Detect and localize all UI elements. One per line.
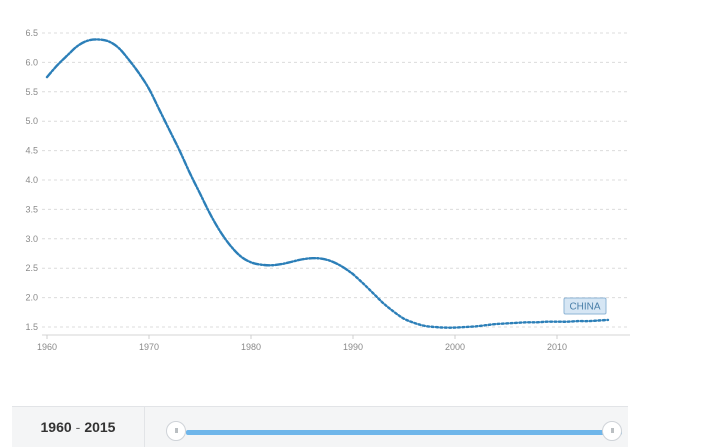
y-tick-label: 3.5 [25,204,38,214]
year-range-selector: 1960 - 2015 III III [12,406,628,447]
range-start-year: 1960 [40,419,72,435]
y-tick-label: 6.5 [25,28,38,38]
grip-icon: III [610,427,615,435]
y-tick-label: 1.5 [25,322,38,332]
y-tick-label: 2.0 [25,293,38,303]
range-separator: - [75,419,81,435]
y-tick-label: 6.0 [25,57,38,67]
y-tick-label: 4.0 [25,175,38,185]
x-tick-label: 1970 [139,342,159,352]
y-tick-label: 5.5 [25,87,38,97]
y-tick-label: 5.0 [25,116,38,126]
x-tick-label: 2010 [547,342,567,352]
range-slider-track[interactable] [186,430,622,435]
year-range-label: 1960 - 2015 [12,407,145,447]
x-tick-label: 2000 [445,342,465,352]
range-end-year: 2015 [84,419,116,435]
x-tick-label: 1980 [241,342,261,352]
range-slider-end-handle[interactable]: III [602,421,622,441]
y-tick-label: 4.5 [25,146,38,156]
range-slider-start-handle[interactable]: III [166,421,186,441]
series-tag-label: CHINA [569,301,600,312]
grip-icon: III [174,427,179,435]
y-tick-label: 3.0 [25,234,38,244]
x-tick-label: 1990 [343,342,363,352]
y-tick-label: 2.5 [25,263,38,273]
series-line [351,272,610,329]
line-chart: 1.5 2.0 2.5 3.0 3.5 4.0 4.5 5.0 5.5 6.0 6.5 1960 197… [25,28,630,352]
series-line [45,38,355,276]
x-tick-label: 1960 [37,342,57,352]
series-tag-box [563,297,607,315]
